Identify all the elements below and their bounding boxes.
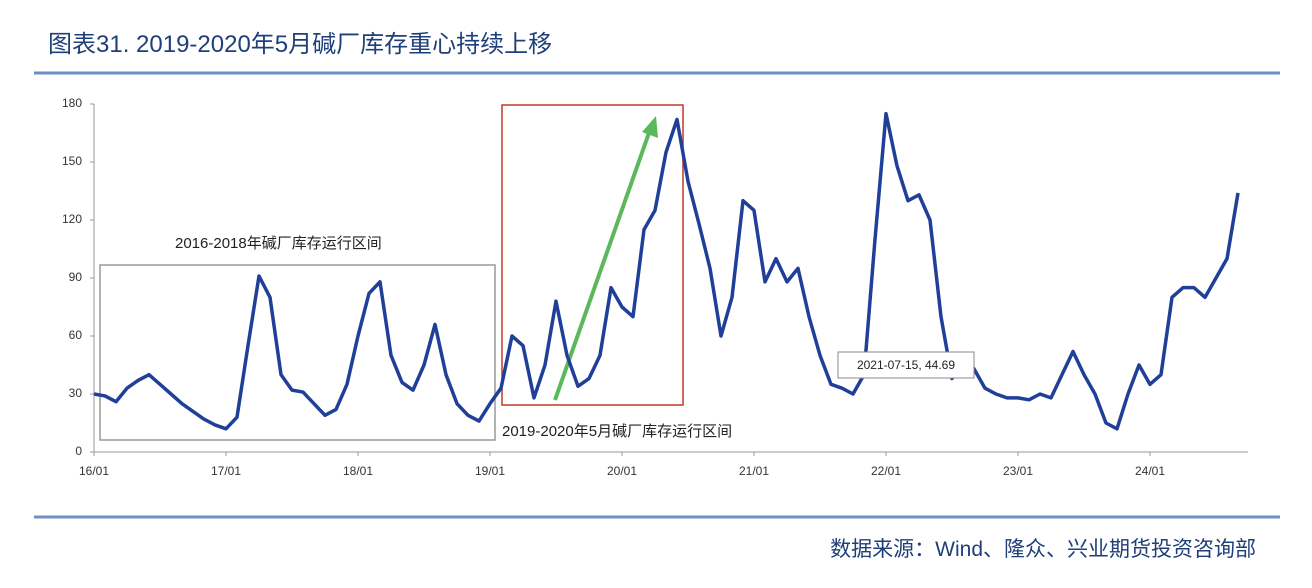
x-tick-label: 23/01 bbox=[1003, 464, 1033, 478]
range-box bbox=[99, 264, 496, 441]
arrow-head bbox=[642, 116, 658, 138]
source: 数据来源：Wind、隆众、兴业期货投资咨询部 bbox=[830, 538, 1256, 561]
x-tick-label: 19/01 bbox=[475, 464, 505, 478]
y-tick-label: 180 bbox=[62, 96, 82, 110]
y-tick-label: 90 bbox=[69, 270, 83, 284]
x-tick-label: 16/01 bbox=[79, 464, 109, 478]
annotation: 2019-2020年5月碱厂库存运行区间 bbox=[502, 423, 732, 440]
x-tick-label: 24/01 bbox=[1135, 464, 1165, 478]
y-tick-label: 120 bbox=[62, 212, 82, 226]
x-tick-label: 22/01 bbox=[871, 464, 901, 478]
trend-arrow bbox=[553, 129, 652, 401]
y-tick-label: 150 bbox=[62, 154, 82, 168]
x-tick-label: 18/01 bbox=[343, 464, 373, 478]
x-tick-label: 21/01 bbox=[739, 464, 769, 478]
y-tick-label: 0 bbox=[75, 444, 82, 458]
tooltip bbox=[837, 351, 975, 379]
chart-title: 图表31. 2019-2020年5月碱厂库存重心持续上移 bbox=[48, 31, 552, 58]
annotation: 2016-2018年碱厂库存运行区间 bbox=[175, 235, 382, 252]
range-box bbox=[501, 104, 684, 406]
y-tick-label: 60 bbox=[69, 328, 83, 342]
tooltip-text: 2021-07-15, 44.69 bbox=[857, 358, 955, 372]
series-line bbox=[93, 111, 1240, 431]
x-tick-label: 17/01 bbox=[211, 464, 241, 478]
x-tick-label: 20/01 bbox=[607, 464, 637, 478]
y-tick-label: 30 bbox=[69, 386, 83, 400]
